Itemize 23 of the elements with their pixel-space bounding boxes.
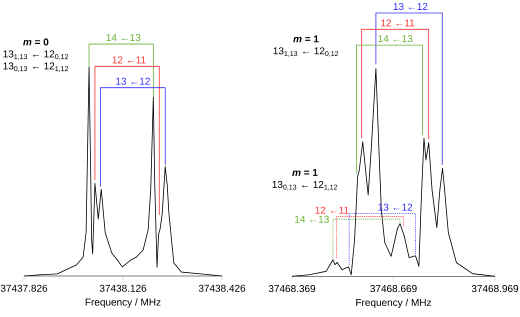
annotation: 13$_{0,13}$ ← 12$_{1,12}$ xyxy=(272,180,338,190)
x-tick-label: 37468.669 xyxy=(370,285,417,292)
annotation: 12 ←11 xyxy=(112,56,146,64)
x-axis-title: Frequency / MHz xyxy=(356,298,432,308)
annotation: m = 1 xyxy=(293,35,319,42)
annotation: 14 ←13 xyxy=(106,34,140,42)
x-axis-title: Frequency / MHz xyxy=(86,298,161,308)
annotation: m = 1 xyxy=(292,169,318,176)
annotation: 13 ←12 xyxy=(394,2,428,10)
annotation: 13$_{1,13}$ ← 12$_{0,12}$ xyxy=(3,50,68,60)
x-tick-label: 37468.369 xyxy=(268,285,316,292)
annotation: 13$_{0,13}$ ← 12$_{1,12}$ xyxy=(3,62,68,72)
x-tick-label: 37437.826 xyxy=(0,284,48,292)
annotation: 13 ←12 xyxy=(116,78,150,85)
annotation: 14 ←13 xyxy=(378,35,412,42)
annotation: 13$_{1,13}$ ← 12$_{0,12}$ xyxy=(274,47,338,57)
x-tick-label: 37438.126 xyxy=(100,284,146,292)
annotation: m = 0 xyxy=(23,38,48,46)
annotation: 14 ←13 xyxy=(295,216,329,223)
annotation: 12 ←11 xyxy=(381,19,414,26)
x-tick-label: 37468.969 xyxy=(472,285,518,292)
annotation: 12 ←11 xyxy=(316,206,349,214)
x-tick-label: 37438.426 xyxy=(198,284,246,292)
